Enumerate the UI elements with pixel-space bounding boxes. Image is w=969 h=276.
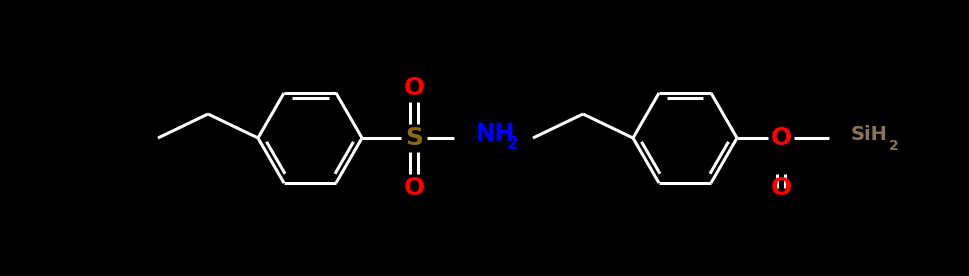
Text: 2: 2 — [888, 139, 898, 153]
Text: O: O — [769, 176, 791, 200]
Text: S: S — [405, 126, 422, 150]
Text: O: O — [769, 126, 791, 150]
Text: O: O — [403, 76, 424, 100]
Text: SiH: SiH — [850, 124, 887, 144]
Text: NH: NH — [476, 122, 515, 146]
Text: 2: 2 — [507, 135, 518, 153]
Text: O: O — [403, 176, 424, 200]
